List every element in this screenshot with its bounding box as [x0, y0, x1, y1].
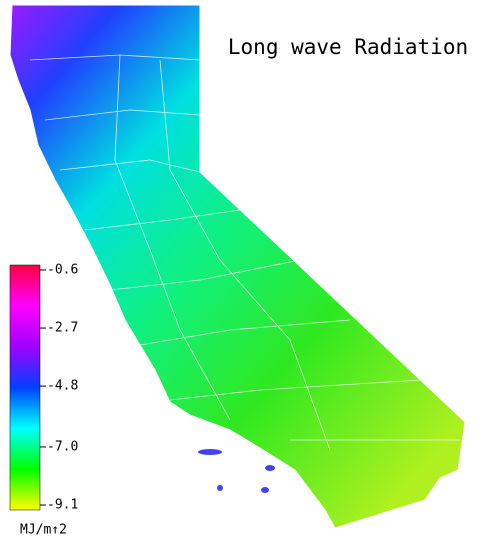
colorbar-ticks: -0.6 -2.7 -4.8 -7.0 -9.1	[40, 262, 78, 513]
tick-label: -4.8	[47, 379, 78, 394]
islands	[198, 449, 275, 493]
tick-label: -7.0	[47, 439, 78, 454]
state-shape	[9, 4, 466, 529]
tick-label: -2.7	[47, 321, 78, 336]
california-map	[9, 4, 466, 529]
tick-label: -9.1	[47, 498, 78, 513]
tick-label: -0.6	[47, 262, 78, 277]
colorbar-unit: MJ/m↑2	[20, 523, 67, 538]
county-lines	[29, 54, 460, 451]
map-title: Long wave Radiation	[228, 35, 468, 59]
colorbar	[9, 264, 41, 511]
